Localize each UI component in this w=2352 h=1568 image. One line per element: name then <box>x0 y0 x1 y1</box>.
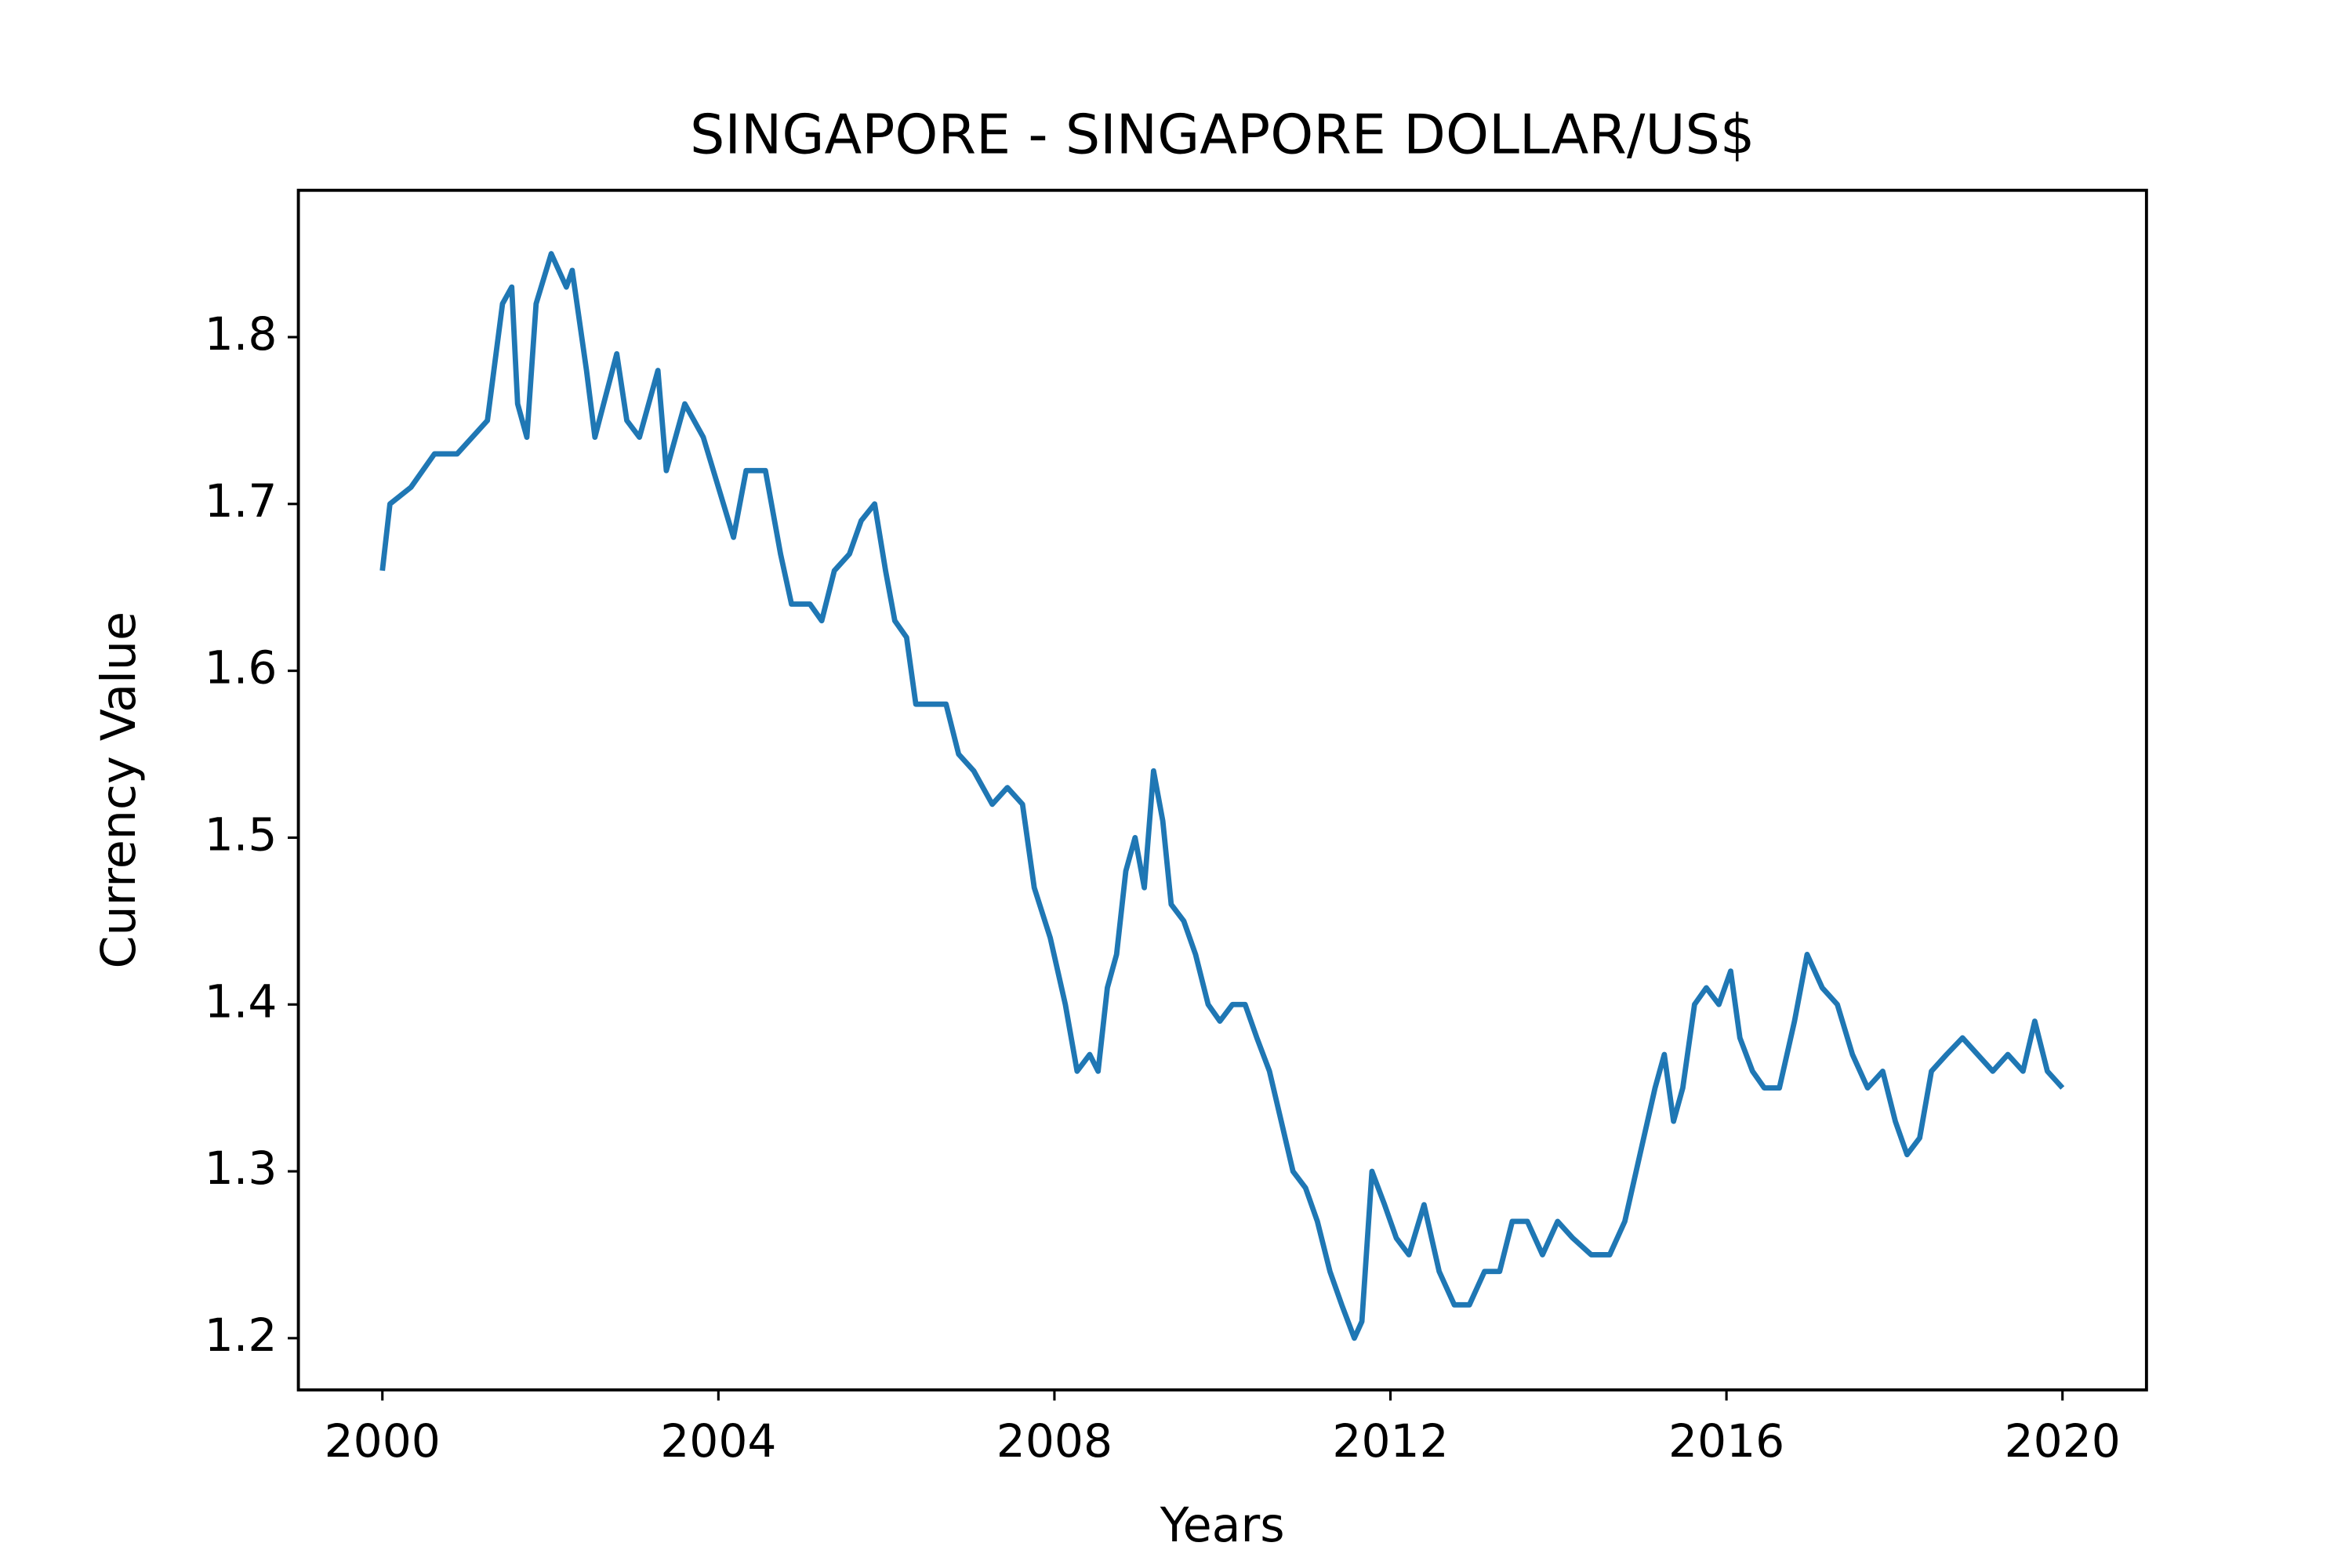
x-tick-label: 2020 <box>2005 1414 2121 1468</box>
y-tick-label: 1.4 <box>205 975 278 1028</box>
x-tick-label: 2016 <box>1668 1414 1784 1468</box>
x-tick-label: 2000 <box>325 1414 441 1468</box>
y-tick-label: 1.6 <box>205 641 278 695</box>
x-tick-label: 2008 <box>996 1414 1112 1468</box>
y-axis-label: Currency Value <box>92 612 147 969</box>
y-tick-label: 1.3 <box>205 1142 278 1195</box>
x-tick-label: 2012 <box>1332 1414 1448 1468</box>
y-tick-label: 1.7 <box>205 474 278 528</box>
x-tick-label: 2004 <box>660 1414 776 1468</box>
x-axis-label: Years <box>1160 1498 1285 1553</box>
y-tick-label: 1.5 <box>205 808 278 862</box>
y-tick-label: 1.8 <box>205 307 278 361</box>
y-tick-label: 1.2 <box>205 1308 278 1362</box>
plot-area <box>379 251 2065 1341</box>
plot-frame <box>296 188 2148 1392</box>
data-line <box>379 251 2065 1341</box>
chart-title: SINGAPORE - SINGAPORE DOLLAR/US$ <box>690 103 1755 167</box>
